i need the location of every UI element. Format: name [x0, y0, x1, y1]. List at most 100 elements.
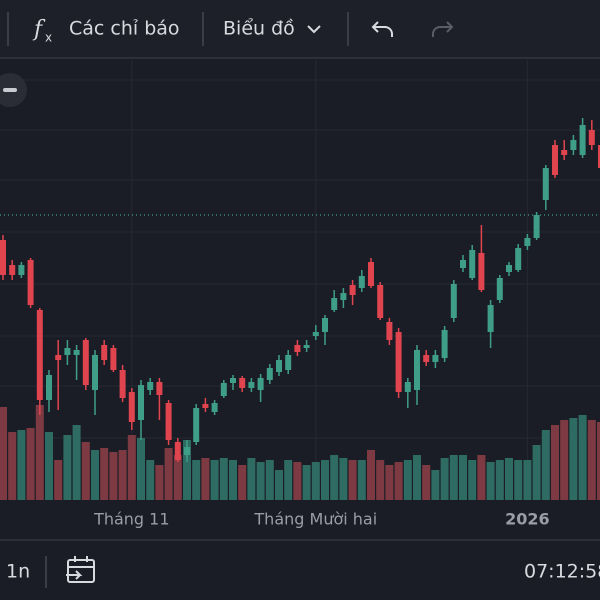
x-tick-label: Tháng 11: [93, 510, 169, 529]
volume-bar: [109, 452, 118, 500]
candle-body: [18, 265, 25, 275]
candle-body: [9, 265, 16, 275]
volume-bar: [183, 440, 191, 500]
volume-bar: [293, 462, 302, 500]
volume-bar: [541, 430, 550, 500]
candle-body: [588, 130, 595, 145]
candle-body: [579, 125, 586, 155]
interval-button[interactable]: 1n: [6, 561, 30, 583]
volume-bar: [468, 460, 477, 500]
volume-bar: [321, 460, 329, 500]
candle-body: [101, 345, 108, 360]
volume-bar: [81, 442, 90, 500]
volume-bar: [431, 470, 440, 500]
candle-body: [358, 276, 365, 288]
candle-body: [533, 215, 540, 238]
volume-bar: [247, 458, 256, 500]
volume-bar: [91, 450, 99, 500]
chart-style-button[interactable]: Biểu đồ: [223, 18, 295, 40]
candle-body: [92, 355, 98, 390]
candle-body: [257, 378, 264, 390]
volume-bar: [505, 458, 513, 500]
candle-body: [460, 260, 466, 268]
candle-body: [248, 382, 255, 388]
toolbar: [0, 0, 600, 58]
volume-bar: [394, 462, 403, 500]
date-range-button[interactable]: [66, 556, 95, 583]
candle-body: [220, 383, 227, 396]
volume-bar: [302, 465, 311, 500]
x-tick-label: 2026: [505, 510, 550, 529]
candle-body: [73, 350, 80, 355]
volume-bar: [422, 465, 431, 500]
volume-bar: [265, 460, 274, 500]
volume-bar: [495, 460, 504, 500]
volume-bar: [256, 462, 265, 500]
indicators-button[interactable]: Các chỉ báo: [69, 18, 180, 40]
candle-body: [46, 375, 52, 400]
volume-bar: [597, 422, 600, 500]
candle-body: [184, 447, 190, 455]
candle-body: [432, 355, 439, 362]
volume-bar: [449, 455, 458, 500]
candle-body: [230, 378, 236, 383]
candle-body: [64, 348, 71, 355]
volume-bar: [0, 407, 7, 500]
candle-body: [423, 355, 430, 362]
volume-bar: [348, 460, 357, 500]
volume-bar: [532, 445, 541, 500]
volume-bar: [477, 455, 486, 500]
candle-body: [404, 382, 411, 392]
candle-body: [36, 310, 43, 400]
volume-bar: [514, 460, 523, 500]
volume-bar: [35, 405, 44, 500]
volume-bar: [17, 430, 26, 500]
candle-body: [239, 378, 246, 388]
volume-bar: [8, 432, 17, 500]
candle-body: [147, 382, 154, 390]
candle-body: [165, 403, 172, 440]
candle-body: [174, 442, 181, 460]
candle-body: [487, 305, 494, 332]
volume-bar: [385, 465, 394, 500]
volume-bar: [118, 450, 127, 500]
volume-bar: [357, 460, 366, 500]
candle-body: [478, 253, 485, 290]
candle-body: [506, 265, 512, 272]
candle-body: [414, 350, 420, 390]
volume-bar: [569, 418, 578, 500]
candle-body: [450, 284, 457, 318]
volume-bar: [219, 458, 228, 500]
candle-body: [193, 408, 200, 442]
volume-bar: [238, 465, 247, 500]
candle-body: [496, 278, 503, 300]
volume-bar: [164, 448, 173, 500]
candle-body: [552, 145, 558, 175]
candle-body: [469, 250, 476, 278]
volume-bar: [413, 455, 421, 500]
redo-button[interactable]: [432, 21, 454, 37]
volume-bar: [45, 432, 53, 500]
candle-body: [27, 260, 34, 305]
undo-button[interactable]: [371, 21, 393, 37]
volume-bar: [54, 460, 63, 500]
volume-bar: [201, 458, 210, 500]
candle-body: [303, 345, 310, 348]
volume-bar: [127, 435, 136, 500]
candle-body: [598, 145, 600, 168]
volume-bar: [403, 460, 412, 500]
volume-bar: [63, 435, 72, 500]
volume-bar: [367, 450, 375, 500]
candle-body: [570, 140, 577, 150]
candle-body: [55, 355, 62, 360]
candle-body: [119, 370, 126, 398]
volume-bar: [311, 462, 320, 500]
volume-bar: [284, 460, 293, 500]
candle-body: [294, 345, 301, 352]
candle-body: [340, 293, 347, 300]
volume-bar: [192, 460, 201, 500]
candle-body: [138, 385, 144, 420]
candle-body: [128, 392, 135, 422]
volume-bar: [146, 460, 155, 500]
